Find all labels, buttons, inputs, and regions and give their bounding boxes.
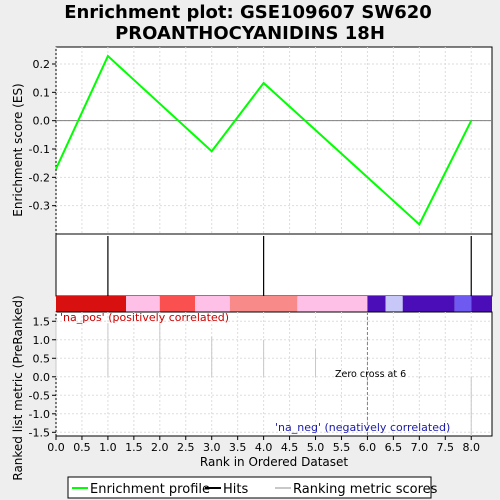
legend-box [67, 476, 432, 499]
colorbar-segment-1 [126, 296, 160, 312]
xtick-label-1: 0.5 [73, 441, 91, 454]
es-panel: 0.2 0.1 0.0 -0.1 -0.2 -0.3 Enrichment score (… [11, 46, 493, 235]
metric-ytick-label-5: -1.0 [29, 408, 50, 421]
es-ytick-label-2: 0.0 [33, 115, 51, 128]
rank-colorbar [56, 296, 492, 312]
metric-y-axis-label: Ranked list metric (PreRanked) [11, 295, 25, 480]
hits-panel [55, 233, 493, 297]
es-y-axis-label: Enrichment score (ES) [11, 83, 25, 216]
colorbar-segment-4 [229, 296, 298, 312]
metric-plot-area [55, 311, 493, 437]
title-line-2: PROANTHOCYANIDINS 18H [115, 23, 385, 44]
es-ytick-label-5: -0.3 [29, 200, 50, 213]
xtick-label-10: 5.0 [307, 441, 325, 454]
metric-ytick-label-4: -0.5 [29, 389, 50, 402]
x-ticks: 0.0 0.5 1.0 1.5 2.0 2.5 3.0 3.5 4.0 4.5 5.0 5.5 6.0 6… [47, 436, 480, 454]
hit-markers [107, 236, 472, 296]
x-axis-label: Rank in Ordered Dataset [200, 455, 348, 469]
legend-metric-label: Ranking metric scores [293, 482, 438, 497]
xtick-label-15: 7.5 [437, 441, 455, 454]
xtick-label-0: 0.0 [47, 441, 65, 454]
xtick-label-13: 6.5 [385, 441, 403, 454]
xtick-label-11: 5.5 [333, 441, 351, 454]
xtick-label-16: 8.0 [462, 441, 480, 454]
es-ytick-label-1: 0.1 [33, 86, 51, 99]
xtick-label-4: 2.0 [151, 441, 169, 454]
xtick-label-6: 3.0 [203, 441, 221, 454]
title-line-1: Enrichment plot: GSE109607 SW620 [64, 2, 432, 23]
es-ytick-label-0: 0.2 [33, 58, 51, 71]
xtick-label-9: 4.5 [281, 441, 299, 454]
metric-ytick-label-1: 1.0 [33, 334, 51, 347]
xtick-label-2: 1.0 [99, 441, 117, 454]
colorbar-segment-6 [367, 296, 386, 312]
legend-hits-label: Hits [223, 482, 248, 497]
xtick-label-14: 7.0 [411, 441, 429, 454]
colorbar-segment-3 [195, 296, 230, 312]
metric-ytick-label-0: 1.5 [33, 315, 51, 328]
xtick-label-3: 1.5 [125, 441, 143, 454]
metric-bars [55, 319, 472, 436]
metric-ytick-label-2: 0.5 [33, 352, 51, 365]
colorbar-segment-10 [471, 296, 492, 312]
hits-plot-area [55, 233, 493, 297]
es-ytick-label-4: -0.2 [29, 171, 50, 184]
enrichment-profile-line [55, 54, 473, 226]
neg-correlated-label: 'na_neg' (negatively correlated) [275, 421, 450, 434]
colorbar-segment-8 [402, 296, 455, 312]
xtick-label-7: 3.5 [229, 441, 247, 454]
metric-ytick-label-3: 0.0 [33, 371, 51, 384]
colorbar-segment-7 [385, 296, 403, 312]
metric-y-ticks: 1.5 1.0 0.5 0.0 -0.5 -1.0 -1.5 [29, 315, 56, 439]
xtick-label-8: 4.0 [255, 441, 273, 454]
pos-correlated-label: 'na_pos' (positively correlated) [60, 311, 229, 324]
es-y-ticks: 0.2 0.1 0.0 -0.1 -0.2 -0.3 [29, 58, 56, 213]
xtick-label-12: 6.0 [359, 441, 377, 454]
zero-cross-label: Zero cross at 6 [335, 369, 406, 380]
legend: Enrichment profile Hits Ranking metric s… [67, 476, 438, 499]
ranked-metric-panel: 1.5 1.0 0.5 0.0 -0.5 -1.0 -1.5 0.0 0.5 1.0 1.5 2.0… [11, 295, 493, 481]
colorbar-segment-5 [297, 296, 368, 312]
colorbar-segment-0 [56, 296, 127, 312]
xtick-label-5: 2.5 [177, 441, 195, 454]
colorbar-segment-2 [159, 296, 196, 312]
colorbar-segment-9 [454, 296, 472, 312]
legend-es-label: Enrichment profile [90, 482, 210, 497]
metric-ytick-label-6: -1.5 [29, 426, 50, 439]
es-ytick-label-3: -0.1 [29, 143, 50, 156]
